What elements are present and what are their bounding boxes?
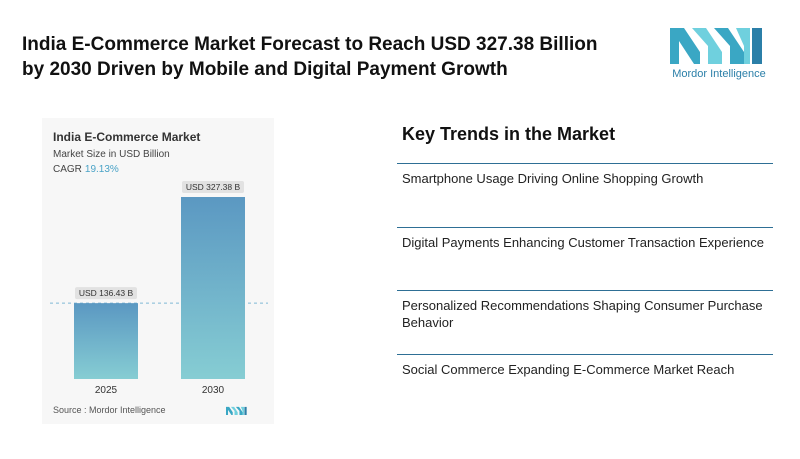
- source-logo-icon: [226, 406, 247, 415]
- chart-subtitle: Market Size in USD Billion: [53, 149, 170, 160]
- bar-2030: [181, 197, 245, 379]
- trend-item-3: Personalized Recommendations Shaping Con…: [397, 290, 773, 331]
- trend-item-2: Digital Payments Enhancing Customer Tran…: [397, 227, 773, 251]
- data-label-bg-2025: [75, 287, 137, 300]
- chart-source: Source : Mordor Intelligence: [53, 405, 166, 415]
- chart-card: India E-Commerce Market Market Size in U…: [42, 118, 274, 424]
- cagr-value: 19.13%: [84, 164, 119, 175]
- mordor-logo-icon: [670, 28, 762, 64]
- x-tick-2025: 2025: [95, 385, 118, 396]
- chart-title: India E-Commerce Market: [53, 130, 201, 144]
- headline: India E-Commerce Market Forecast to Reac…: [22, 34, 598, 80]
- x-tick-2030: 2030: [202, 385, 225, 396]
- trend-item-4: Social Commerce Expanding E-Commerce Mar…: [397, 354, 773, 378]
- trends-title: Key Trends in the Market: [402, 124, 616, 144]
- chart-plot: USD 136.43 B 2025 USD 327.38 B 2030: [50, 181, 268, 396]
- bar-2025: [74, 303, 138, 379]
- data-label-bg-2030: [182, 181, 244, 193]
- chart-cagr: CAGR 19.13%: [53, 164, 119, 175]
- data-label-2030: USD 327.38 B: [186, 182, 241, 192]
- brand-logo: Mordor Intelligence: [664, 24, 774, 84]
- brand-name: Mordor Intelligence: [672, 68, 766, 80]
- cagr-label: CAGR: [53, 164, 82, 175]
- trend-item-1: Smartphone Usage Driving Online Shopping…: [397, 163, 773, 187]
- data-label-2025: USD 136.43 B: [79, 288, 134, 298]
